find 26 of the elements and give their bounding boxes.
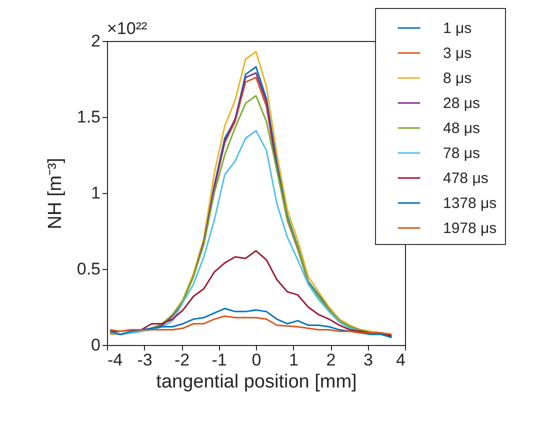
x-tick-label: -4 — [108, 350, 123, 370]
legend-label: 1378 μs — [443, 195, 497, 212]
x-tick-label: 1 — [289, 350, 298, 370]
legend-label: 48 μs — [443, 120, 480, 137]
y-tick-label: 0.5 — [76, 260, 100, 278]
y-tick-label: 2 — [91, 32, 100, 50]
legend-label: 1978 μs — [443, 220, 497, 237]
legend-label: 3 μs — [443, 45, 472, 62]
x-tick-label: -2 — [174, 350, 190, 370]
y-axis-title: NH [m⁻³] — [44, 158, 66, 230]
y-tick-label: 1.5 — [76, 108, 100, 126]
x-tick-label: 4 — [396, 350, 406, 370]
legend-label: 1 μs — [443, 20, 472, 37]
legend-label: 78 μs — [443, 145, 480, 162]
y-tick-label: 0 — [91, 336, 100, 354]
x-tick-label: -3 — [137, 350, 152, 370]
y-tick-label: 1 — [91, 184, 100, 202]
legend-label: 28 μs — [443, 95, 480, 112]
x-tick-label: 3 — [364, 350, 373, 370]
x-tick-label: 0 — [252, 350, 262, 370]
legend-label: 478 μs — [443, 170, 488, 187]
x-tick-label: -1 — [212, 350, 227, 370]
x-axis-title: tangential position [mm] — [156, 372, 357, 392]
legend-label: 8 μs — [443, 70, 472, 87]
text: ×10²² — [107, 19, 148, 38]
x-tick-label: 2 — [326, 350, 336, 370]
